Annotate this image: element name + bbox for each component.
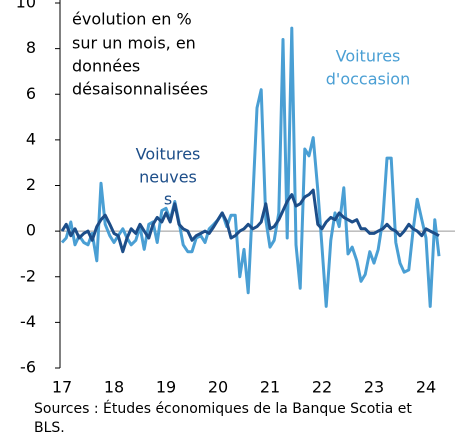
series-label: Voitures — [136, 145, 201, 164]
x-tick-label: 23 — [364, 378, 384, 397]
y-tick-label: 4 — [26, 129, 36, 148]
series-label: Voitures — [336, 47, 401, 66]
series-line — [60, 26, 441, 308]
y-tick-label: 10 — [16, 0, 36, 12]
x-tick-label: 18 — [104, 378, 124, 397]
x-tick-label: 17 — [52, 378, 72, 397]
x-tick-label: 20 — [208, 378, 228, 397]
x-tick-label: 19 — [156, 378, 176, 397]
y-tick-label: 6 — [26, 84, 36, 103]
annotation-line: sur un mois, en — [72, 34, 196, 53]
annotation: évolution en % sur un mois, en données d… — [72, 10, 208, 99]
y-tick-label: -4 — [20, 312, 36, 331]
annotation-line: données — [72, 57, 140, 76]
x-tick-label: 22 — [312, 378, 332, 397]
source: BLS. — [34, 420, 65, 436]
x-tick-label: 24 — [416, 378, 436, 397]
source: Sources : Études économiques de la Banqu… — [34, 400, 412, 417]
y-tick-label: -6 — [20, 358, 36, 377]
series-label: neuves — [139, 168, 197, 187]
series-line — [60, 188, 440, 254]
series-label: s — [164, 190, 172, 209]
series-label: d'occasion — [326, 70, 410, 89]
y-tick-label: 8 — [26, 38, 36, 57]
annotation-line: désaisonnalisées — [72, 80, 208, 99]
y-tick-label: -2 — [20, 266, 36, 285]
y-tick-label: 0 — [26, 221, 36, 240]
x-tick-label: 21 — [260, 378, 280, 397]
annotation-line: évolution en % — [72, 10, 192, 29]
y-tick-label: 2 — [26, 175, 36, 194]
